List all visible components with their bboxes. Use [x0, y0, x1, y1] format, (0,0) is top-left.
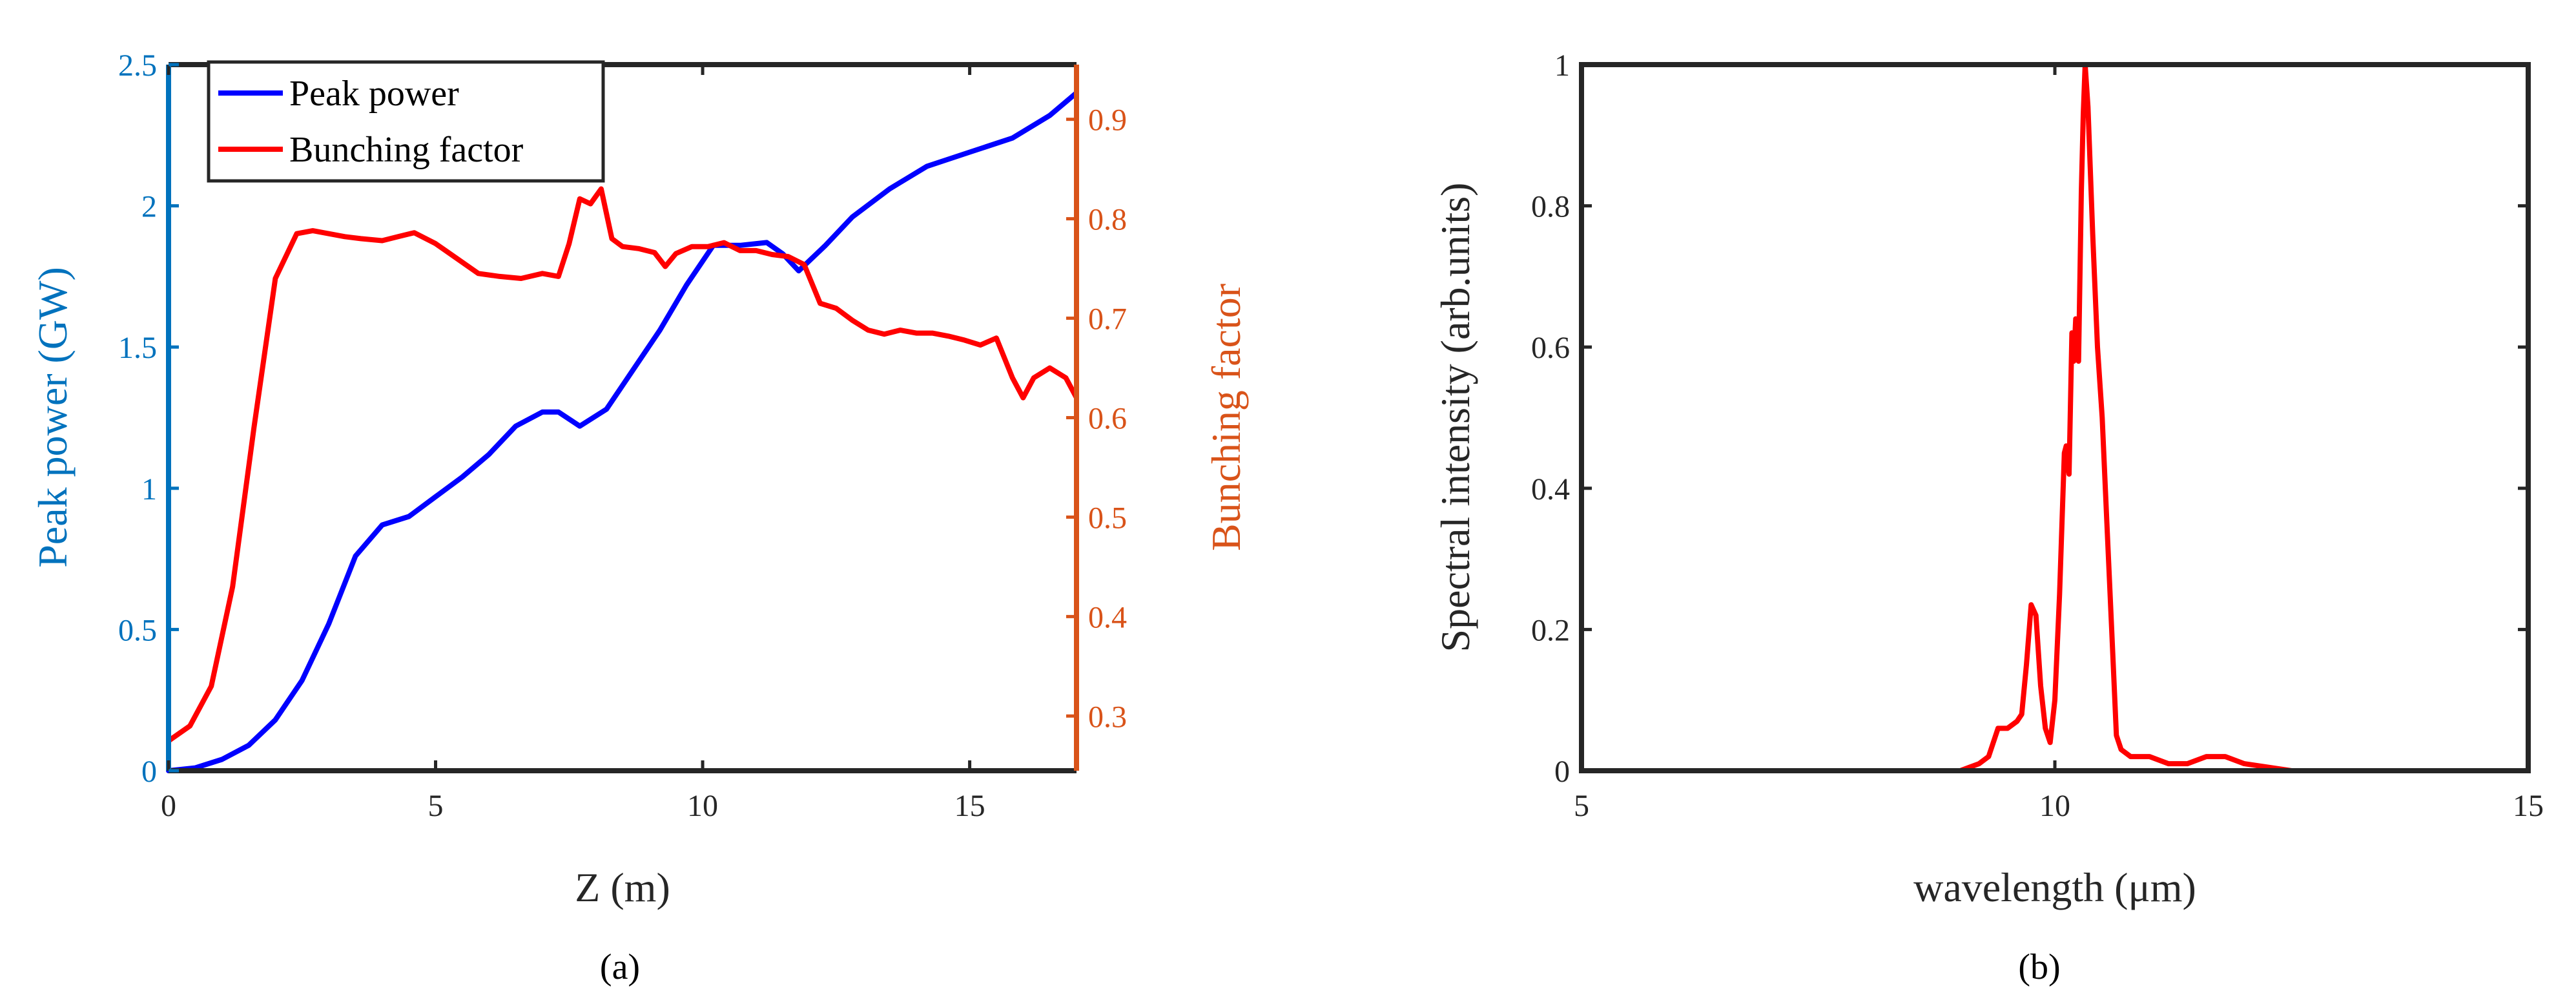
left-y-tick-label: 0.5 [118, 613, 157, 647]
panel-a-legend: Peak power Bunching factor [207, 60, 605, 183]
y-tick-label: 0.8 [1531, 190, 1570, 224]
x-tick-label: 5 [1574, 789, 1589, 823]
panel-a: 0 5 10 15 00.511.522.5 0.30.40.50.60.70.80.… [30, 48, 1249, 987]
panel-a-x-axis-label: Z (m) [575, 864, 670, 910]
right-y-tick-label: 0.5 [1088, 501, 1127, 535]
x-tick-label: 5 [428, 789, 444, 823]
left-y-tick-label: 1 [141, 472, 157, 506]
right-y-tick-label: 0.9 [1088, 103, 1127, 138]
series-line-peak-power [166, 90, 1079, 773]
right-y-tick-label: 0.8 [1088, 203, 1127, 237]
series-line-spectrum [1740, 62, 2531, 773]
x-tick-label: 10 [687, 789, 718, 823]
left-y-tick-label: 0 [141, 755, 157, 789]
y-tick-label: 0.4 [1531, 472, 1570, 506]
y-tick-label: 0.6 [1531, 331, 1570, 365]
x-tick-label: 15 [2513, 789, 2544, 823]
series-line-bunching-factor [166, 186, 1079, 744]
panel-a-series [166, 90, 1079, 773]
panel-b-caption: (b) [2018, 947, 2060, 987]
right-y-tick-label: 0.3 [1088, 700, 1127, 734]
panel-b-y-axis-label: Spectral intensity (arb.units) [1432, 183, 1478, 652]
panel-b-y-ticks: 0 0.2 0.4 0.6 0.8 1 [1531, 48, 2528, 789]
left-y-tick-label: 2.5 [118, 48, 157, 83]
x-tick-label: 10 [2039, 789, 2070, 823]
legend-label-bunching-factor: Bunching factor [289, 130, 524, 170]
left-y-tick-label: 1.5 [118, 331, 157, 365]
left-y-tick-label: 2 [141, 190, 157, 224]
panel-a-x-ticks: 0 5 10 15 [161, 65, 985, 823]
panel-a-right-y-axis-label: Bunching factor [1203, 284, 1249, 551]
panel-a-left-y-axis-label: Peak power (GW) [30, 267, 76, 568]
panel-b-x-axis-label: wavelength (μm) [1913, 864, 2196, 910]
right-y-tick-label: 0.7 [1088, 302, 1127, 337]
y-tick-label: 0 [1554, 755, 1570, 789]
panel-b: 5 10 15 0 0.2 0.4 0.6 0.8 1 wavelength (μm) Spe… [1432, 48, 2544, 987]
panel-b-x-ticks: 5 10 15 [1574, 65, 2544, 823]
x-tick-label: 0 [161, 789, 176, 823]
panel-a-caption: (a) [600, 947, 640, 987]
panel-a-right-y-ticks: 0.3 0.4 0.5 0.6 0.7 0.8 0.9 [1066, 103, 1127, 734]
right-y-tick-label: 0.4 [1088, 600, 1127, 634]
legend-label-peak-power: Peak power [289, 74, 459, 114]
x-tick-label: 15 [954, 789, 985, 823]
panel-a-left-y-ticks: 0 0.5 1 1.5 2 2.5 [118, 48, 179, 789]
y-tick-label: 1 [1554, 48, 1570, 83]
panel-b-series [1740, 62, 2531, 773]
y-tick-label: 0.2 [1531, 613, 1570, 647]
right-y-tick-label: 0.6 [1088, 402, 1127, 436]
legend-box [207, 60, 605, 183]
